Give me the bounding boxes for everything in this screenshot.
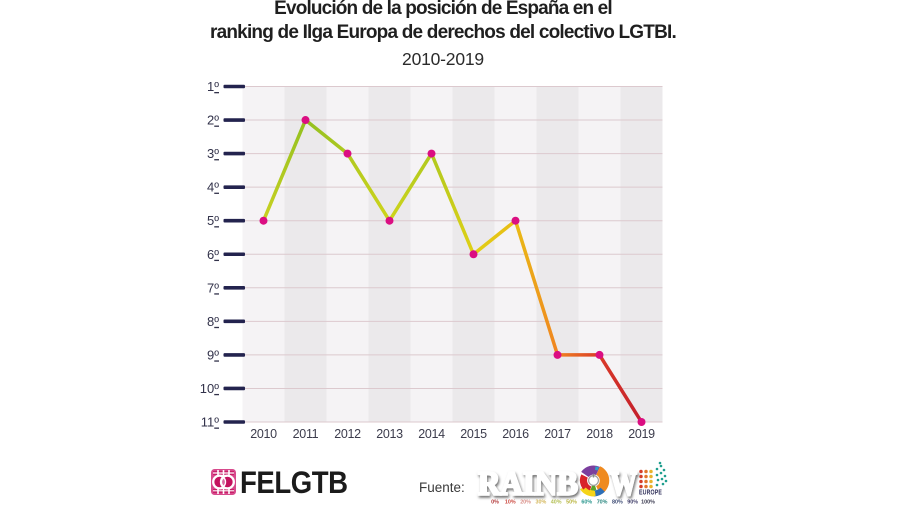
- svg-text:6º: 6º: [207, 247, 219, 262]
- svg-text:7º: 7º: [207, 280, 219, 295]
- svg-text:0%: 0%: [491, 500, 499, 506]
- svg-text:2016: 2016: [502, 427, 529, 441]
- svg-text:2013: 2013: [376, 427, 403, 441]
- svg-text:8º: 8º: [207, 314, 219, 329]
- svg-text:RAINB: RAINB: [478, 466, 578, 503]
- svg-text:2017: 2017: [544, 427, 571, 441]
- svg-text:2010: 2010: [250, 427, 277, 441]
- svg-text:2º: 2º: [207, 113, 219, 128]
- svg-text:60%: 60%: [581, 500, 592, 506]
- svg-text:9º: 9º: [207, 347, 219, 362]
- svg-text:2015: 2015: [460, 427, 487, 441]
- svg-text:30%: 30%: [536, 500, 547, 506]
- svg-text:4º: 4º: [207, 180, 219, 195]
- svg-text:EUROPE: EUROPE: [639, 488, 662, 497]
- svg-text:50%: 50%: [566, 500, 577, 506]
- svg-text:1º: 1º: [207, 79, 219, 94]
- svg-text:10º: 10º: [200, 381, 219, 396]
- svg-text:20%: 20%: [520, 500, 531, 506]
- svg-text:40%: 40%: [551, 500, 562, 506]
- svg-text:10%: 10%: [505, 500, 516, 506]
- svg-text:5º: 5º: [207, 213, 219, 228]
- svg-text:2019: 2019: [628, 427, 655, 441]
- svg-text:W: W: [610, 466, 637, 503]
- svg-text:90%: 90%: [627, 500, 638, 506]
- svg-text:80%: 80%: [612, 500, 623, 506]
- svg-text:11º: 11º: [201, 415, 220, 430]
- svg-text:2011: 2011: [293, 427, 319, 441]
- svg-text:2014: 2014: [418, 427, 445, 441]
- svg-text:2012: 2012: [334, 427, 361, 441]
- svg-text:2018: 2018: [586, 427, 613, 441]
- svg-text:100%: 100%: [641, 500, 655, 506]
- svg-text:70%: 70%: [597, 500, 608, 506]
- svg-text:3º: 3º: [207, 146, 219, 161]
